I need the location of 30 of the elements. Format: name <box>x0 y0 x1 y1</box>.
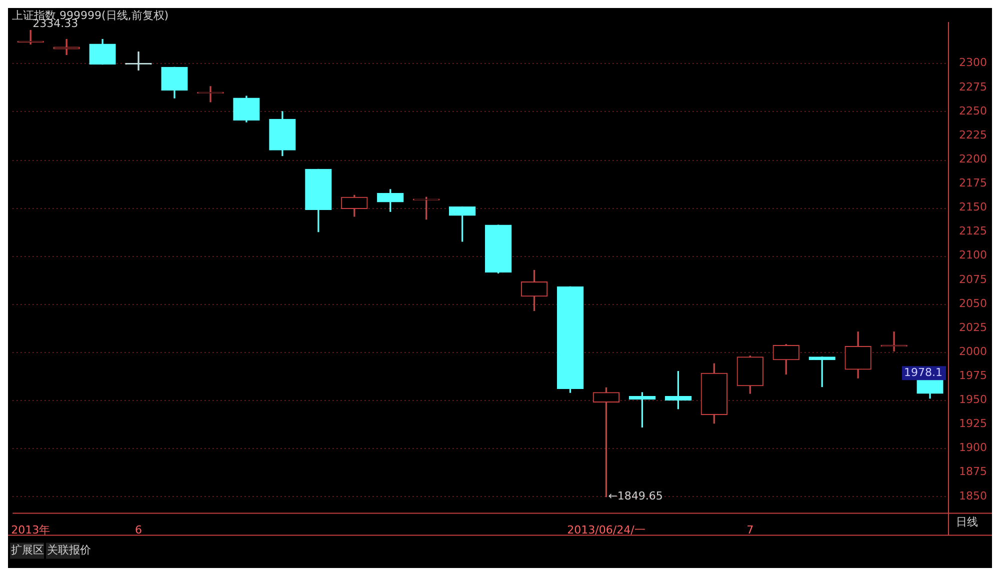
y-tick-label: 2150 <box>959 200 987 214</box>
annotation: 1978.1 <box>904 366 942 380</box>
y-tick-label: 2075 <box>959 272 987 286</box>
x-tick-label: 2013/06/24/一 <box>567 523 646 536</box>
candlestick <box>53 38 80 56</box>
x-tick-label: 7 <box>746 523 754 536</box>
y-tick-label: 2275 <box>959 80 987 94</box>
text: 扩展区 <box>11 544 44 557</box>
x-tick-label: 6 <box>135 523 142 536</box>
y-tick-label: 1900 <box>959 441 987 454</box>
annotation: ←1849.65 <box>608 490 663 503</box>
y-tick-label: 1975 <box>959 369 987 382</box>
y-tick-label: 2025 <box>959 320 987 334</box>
y-tick-label: 2050 <box>959 296 987 310</box>
y-tick-label: 2250 <box>959 104 987 118</box>
y-tick-label: 2000 <box>959 344 987 358</box>
y-tick-label: 2200 <box>959 152 987 166</box>
y-tick-label: 2125 <box>959 224 987 238</box>
y-tick-label: 2225 <box>959 128 987 142</box>
y-tick-label: 1875 <box>959 465 987 478</box>
y-tick-label: 1850 <box>959 489 987 502</box>
candlestick <box>808 356 836 388</box>
y-tick-label: 2100 <box>959 248 987 262</box>
y-tick-label: 2300 <box>959 56 987 70</box>
y-tick-label: 2175 <box>959 176 987 190</box>
x-tick-label: 2013年 <box>11 523 50 536</box>
y-tick-label: 1925 <box>959 417 987 430</box>
y-tick-label: 1950 <box>959 393 987 406</box>
text: 日线 <box>956 516 978 529</box>
text: 关联报价 <box>47 544 91 557</box>
